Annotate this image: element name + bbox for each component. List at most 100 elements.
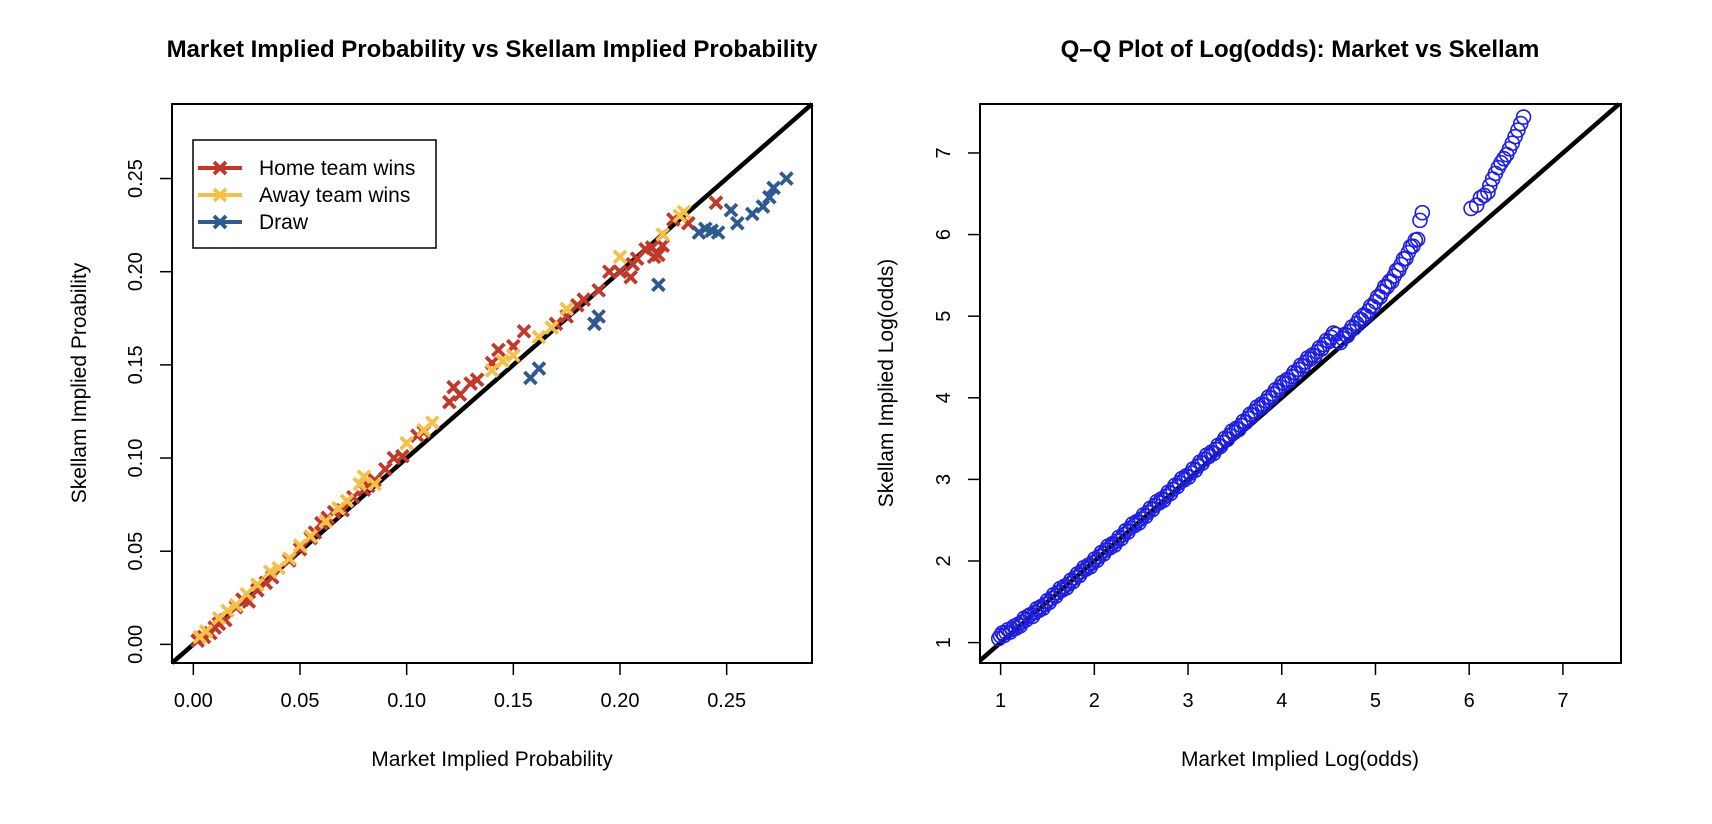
right-point bbox=[1493, 154, 1509, 171]
left-point-home-team-wins bbox=[708, 195, 724, 211]
right-point bbox=[1173, 470, 1190, 487]
right-point bbox=[1412, 212, 1428, 229]
right-chart: Q–Q Plot of Log(odds): Market vs Skellam… bbox=[875, 36, 1622, 771]
left-point-away-team-wins bbox=[399, 435, 415, 451]
left-point-away-team-wins bbox=[262, 564, 278, 580]
left-chart-title: Market Implied Probability vs Skellam Im… bbox=[167, 36, 819, 63]
legend-label: Draw bbox=[259, 211, 309, 234]
left-y-tick-label: 0.00 bbox=[125, 625, 147, 664]
right-plot-frame bbox=[979, 103, 1622, 664]
left-point-home-team-wins bbox=[441, 394, 457, 410]
right-x-tick-label: 2 bbox=[1089, 690, 1100, 712]
left-point-away-team-wins bbox=[281, 551, 297, 566]
left-x-axis: 0.00 0.05 0.10 0.15 0.20 0.25 bbox=[174, 663, 746, 712]
left-point-away-team-wins bbox=[676, 204, 692, 220]
left-point-away-team-wins bbox=[356, 469, 372, 485]
left-y-axis-label: Skellam Implied Proability bbox=[68, 262, 91, 503]
left-point-home-team-wins bbox=[367, 473, 383, 488]
right-reference-line bbox=[978, 102, 1621, 663]
legend-label: Away team wins bbox=[259, 184, 410, 207]
left-y-tick-label: 0.20 bbox=[125, 252, 147, 291]
left-point-home-team-wins bbox=[612, 264, 628, 280]
right-point bbox=[1409, 231, 1426, 248]
left-chart: Market Implied Probability vs Skellam Im… bbox=[68, 36, 818, 771]
left-x-tick-label: 0.00 bbox=[174, 690, 213, 712]
left-point-draw bbox=[729, 215, 745, 231]
left-point-home-team-wins bbox=[516, 323, 532, 339]
left-point-home-team-wins bbox=[452, 387, 468, 403]
left-point-draw bbox=[761, 189, 777, 205]
left-y-axis: 0.00 0.05 0.10 0.15 0.20 0.25 bbox=[125, 159, 172, 664]
legend-marker bbox=[212, 187, 228, 203]
right-y-tick-label: 5 bbox=[933, 311, 955, 322]
right-x-tick-label: 3 bbox=[1182, 690, 1193, 712]
left-x-tick-label: 0.10 bbox=[387, 690, 426, 712]
left-point-away-team-wins bbox=[424, 415, 440, 430]
left-point-draw bbox=[591, 309, 607, 324]
right-marks bbox=[978, 102, 1621, 663]
left-x-axis-label: Market Implied Probability bbox=[371, 748, 613, 771]
legend-marker bbox=[212, 214, 228, 230]
left-point-home-team-wins bbox=[395, 448, 410, 464]
left-point-away-team-wins bbox=[228, 597, 244, 613]
right-point bbox=[1515, 109, 1532, 125]
left-point-away-team-wins bbox=[531, 329, 547, 345]
left-point-home-team-wins bbox=[469, 372, 485, 388]
left-x-tick-label: 0.05 bbox=[281, 690, 320, 712]
right-x-tick-label: 4 bbox=[1276, 690, 1287, 712]
left-point-away-team-wins bbox=[367, 476, 383, 492]
right-point bbox=[1224, 423, 1240, 440]
right-x-axis: 1 2 3 4 5 6 7 bbox=[995, 663, 1568, 712]
left-point-draw bbox=[723, 202, 739, 218]
left-x-tick-label: 0.25 bbox=[707, 690, 746, 712]
right-y-tick-label: 2 bbox=[933, 555, 955, 566]
left-point-draw bbox=[744, 206, 760, 222]
right-chart-title: Q–Q Plot of Log(odds): Market vs Skellam bbox=[1061, 36, 1540, 63]
left-plot-frame bbox=[171, 103, 813, 664]
left-point-away-team-wins bbox=[505, 348, 521, 363]
left-point-draw bbox=[755, 199, 771, 214]
right-x-tick-label: 7 bbox=[1557, 690, 1568, 712]
right-x-tick-label: 6 bbox=[1464, 690, 1475, 712]
left-point-away-team-wins bbox=[495, 353, 511, 369]
left-y-tick-label: 0.05 bbox=[125, 532, 147, 571]
legend-label: Home team wins bbox=[259, 157, 415, 180]
right-point bbox=[1414, 204, 1431, 221]
left-point-away-team-wins bbox=[559, 301, 575, 317]
left-point-home-team-wins bbox=[655, 238, 671, 253]
left-y-tick-label: 0.25 bbox=[125, 159, 147, 198]
right-x-tick-label: 1 bbox=[995, 690, 1006, 712]
right-point bbox=[1198, 447, 1215, 463]
right-y-tick-label: 4 bbox=[933, 392, 955, 403]
left-point-away-team-wins bbox=[249, 577, 265, 593]
right-point bbox=[1468, 197, 1485, 213]
left-point-home-team-wins bbox=[491, 342, 506, 358]
left-point-draw bbox=[710, 225, 726, 240]
left-x-tick-label: 0.20 bbox=[601, 690, 640, 712]
left-point-away-team-wins bbox=[612, 249, 628, 265]
right-y-tick-label: 6 bbox=[933, 229, 955, 240]
left-point-away-team-wins bbox=[655, 227, 671, 242]
left-point-away-team-wins bbox=[352, 476, 368, 492]
left-marks bbox=[170, 102, 814, 665]
right-y-tick-label: 7 bbox=[933, 147, 955, 158]
left-point-away-team-wins bbox=[220, 603, 235, 619]
left-y-tick-label: 0.10 bbox=[125, 439, 147, 478]
left-point-draw bbox=[766, 180, 781, 196]
left-point-home-team-wins bbox=[623, 269, 639, 285]
left-point-away-team-wins bbox=[303, 528, 319, 544]
legend-marker bbox=[212, 160, 228, 176]
left-y-tick-label: 0.15 bbox=[125, 345, 147, 384]
right-x-tick-label: 5 bbox=[1370, 690, 1381, 712]
left-point-draw bbox=[531, 361, 547, 376]
left-point-away-team-wins bbox=[198, 623, 214, 639]
left-point-away-team-wins bbox=[339, 493, 355, 509]
left-point-home-team-wins bbox=[591, 282, 607, 298]
left-point-draw bbox=[651, 277, 666, 293]
left-point-home-team-wins bbox=[576, 292, 592, 307]
left-point-draw bbox=[779, 171, 794, 186]
right-y-axis-label: Skellam Implied Log(odds) bbox=[875, 259, 898, 508]
legend: Home team wins Away team wins Draw bbox=[192, 139, 437, 249]
